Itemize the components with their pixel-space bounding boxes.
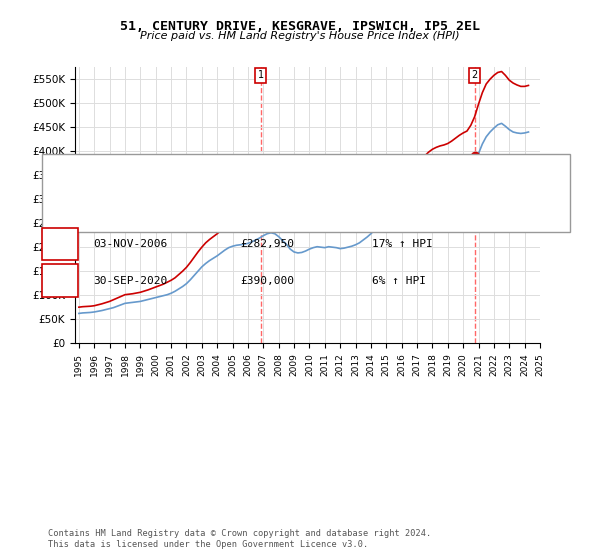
- Text: 03-NOV-2006: 03-NOV-2006: [93, 239, 167, 249]
- Text: 51, CENTURY DRIVE, KESGRAVE, IPSWICH, IP5 2EL: 51, CENTURY DRIVE, KESGRAVE, IPSWICH, IP…: [120, 20, 480, 32]
- Text: 17% ↑ HPI: 17% ↑ HPI: [372, 239, 433, 249]
- Text: Price paid vs. HM Land Registry's House Price Index (HPI): Price paid vs. HM Land Registry's House …: [140, 31, 460, 41]
- Text: HPI: Average price, detached house, East Suffolk: HPI: Average price, detached house, East…: [102, 205, 341, 215]
- Text: ——: ——: [66, 172, 81, 185]
- Text: 30-SEP-2020: 30-SEP-2020: [93, 276, 167, 286]
- Text: £390,000: £390,000: [240, 276, 294, 286]
- Text: 2: 2: [56, 276, 64, 286]
- Text: 51, CENTURY DRIVE, KESGRAVE, IPSWICH, IP5 2EL (detached house): 51, CENTURY DRIVE, KESGRAVE, IPSWICH, IP…: [102, 174, 436, 184]
- Text: 2: 2: [472, 71, 478, 81]
- Text: 1: 1: [56, 239, 64, 249]
- Text: Contains HM Land Registry data © Crown copyright and database right 2024.
This d: Contains HM Land Registry data © Crown c…: [48, 529, 431, 549]
- Text: £282,950: £282,950: [240, 239, 294, 249]
- Text: 1: 1: [258, 71, 264, 81]
- Text: 6% ↑ HPI: 6% ↑ HPI: [372, 276, 426, 286]
- Text: ——: ——: [66, 203, 81, 217]
